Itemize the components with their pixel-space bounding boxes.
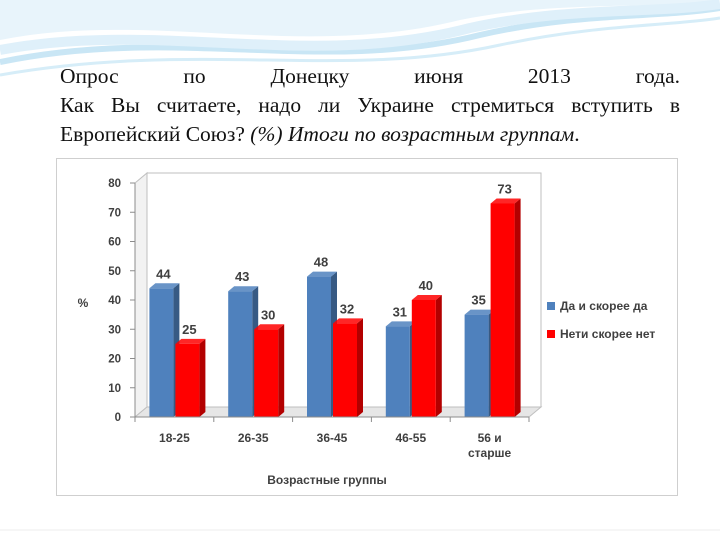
x-tick-label: 26-35: [238, 431, 269, 445]
legend-label: Нети скорее нет: [560, 327, 655, 341]
bar: [411, 300, 436, 417]
bar: [490, 203, 515, 417]
y-tick-label: 70: [108, 207, 121, 219]
bar-side: [514, 198, 521, 417]
y-tick-label: 30: [108, 324, 121, 336]
x-tick-label: 46-55: [395, 431, 426, 445]
bar-top: [333, 318, 363, 324]
data-label: 25: [182, 322, 196, 337]
y-tick-label: 10: [108, 383, 121, 395]
heading-line-3-text: Европейский Союз?: [60, 122, 251, 146]
x-tick-label: 18-25: [159, 431, 190, 445]
x-tick-label: 56 и: [478, 431, 502, 445]
slide-heading: Опрос по Донецку июня 2013 года. Как Вы …: [60, 62, 680, 149]
bar-side: [278, 324, 285, 417]
bar: [254, 329, 279, 417]
bar-side: [199, 338, 206, 417]
bar: [175, 343, 200, 417]
x-tick-label: 36-45: [317, 431, 348, 445]
x-axis-label: Возрастные группы: [267, 473, 386, 487]
bar-side: [435, 295, 442, 417]
bar: [464, 314, 489, 417]
bar-top: [307, 271, 337, 277]
y-tick-label: 20: [108, 354, 121, 366]
legend-swatch: [547, 302, 555, 310]
heading-line-3-italic: (%) Итоги по возрастным группам: [250, 122, 575, 146]
heading-line-1: Опрос по Донецку июня 2013 года.: [60, 64, 680, 88]
legend-swatch: [547, 330, 555, 338]
data-label: 31: [393, 304, 407, 319]
heading-line-2: Как Вы считаете, надо ли Украине стремит…: [60, 93, 680, 117]
bar-top: [149, 283, 180, 289]
y-tick-label: 40: [108, 295, 121, 307]
heading-line-3: Европейский Союз? (%) Итоги по возрастны…: [60, 120, 680, 149]
data-label: 43: [235, 269, 249, 284]
bar-top: [254, 324, 285, 330]
bar: [228, 291, 253, 417]
bar-top: [490, 198, 521, 204]
chart-frame: 0 10 20 30 40 50 60 70 80% 44 25 18-25 43 30 26-35 48 32…: [56, 158, 678, 496]
data-label: 44: [156, 266, 171, 281]
bar-top: [411, 295, 442, 300]
x-tick-label: старше: [468, 446, 512, 460]
bar: [307, 276, 331, 417]
data-label: 35: [471, 293, 485, 308]
bar-top: [175, 338, 206, 344]
y-tick-label: 60: [108, 237, 121, 249]
heading-line-3-end: .: [574, 122, 580, 146]
bar-side: [357, 318, 363, 417]
chart-side-wall: [134, 171, 148, 419]
bar: [333, 323, 357, 417]
data-label: 40: [419, 278, 433, 293]
bar-chart: 0 10 20 30 40 50 60 70 80% 44 25 18-25 43 30 26-35 48 32…: [78, 171, 655, 487]
bar-top: [464, 309, 495, 315]
bar-top: [385, 321, 416, 327]
data-label: 30: [261, 307, 275, 322]
y-tick-label: 80: [108, 178, 121, 190]
y-tick-label: 0: [115, 412, 121, 424]
bar: [149, 288, 174, 417]
y-tick-label: 50: [108, 266, 121, 278]
data-label: 32: [340, 301, 354, 316]
legend-label: Да и скорее да: [560, 299, 648, 313]
bar-top: [228, 286, 259, 292]
bar: [385, 326, 410, 417]
data-label: 73: [497, 181, 511, 196]
data-label: 48: [314, 255, 328, 270]
y-axis-label: %: [78, 296, 89, 310]
